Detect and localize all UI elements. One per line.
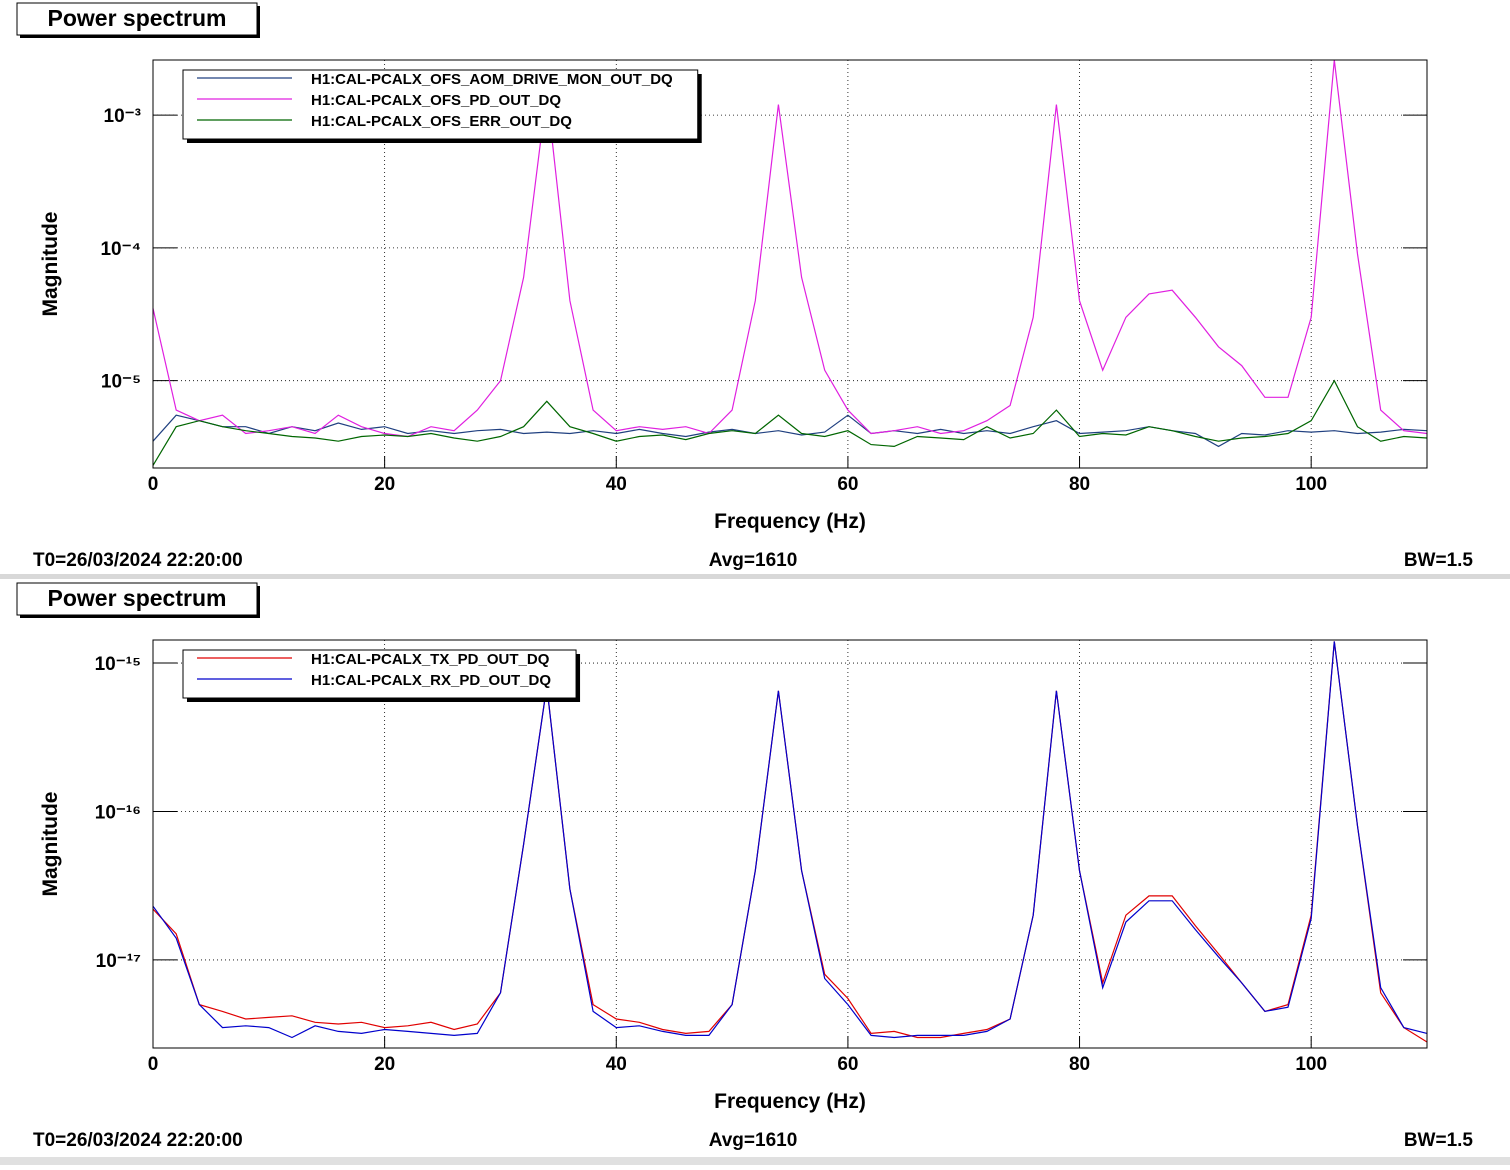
footer-center: Avg=1610 [709, 1130, 798, 1151]
series-line [152, 379, 1428, 466]
series-line [152, 59, 1428, 438]
series-line [152, 641, 1428, 1039]
x-tick-label: 100 [1295, 474, 1327, 495]
footer-left: T0=26/03/2024 22:20:00 [33, 1130, 243, 1151]
y-axis-label: Magnitude [39, 212, 62, 317]
legend-label: H1:CAL-PCALX_OFS_PD_OUT_DQ [311, 92, 561, 109]
x-tick-label: 40 [606, 474, 627, 495]
x-axis-label: Frequency (Hz) [714, 510, 866, 533]
panel-separator [0, 574, 1510, 579]
x-tick-label: 20 [374, 1054, 395, 1075]
legend-label: H1:CAL-PCALX_RX_PD_OUT_DQ [311, 672, 551, 689]
footer-right: BW=1.5 [1404, 1130, 1474, 1151]
footer-right: BW=1.5 [1404, 550, 1474, 571]
legend: H1:CAL-PCALX_OFS_AOM_DRIVE_MON_OUT_DQ H1:… [182, 69, 702, 143]
y-tick-label: 10⁻³ [104, 106, 142, 127]
y-axis-label: Magnitude [39, 792, 62, 897]
chart-title: Power spectrum [48, 5, 227, 31]
x-tick-label: 80 [1069, 474, 1090, 495]
x-tick-label: 100 [1295, 1054, 1327, 1075]
footer-left: T0=26/03/2024 22:20:00 [33, 550, 243, 571]
series-line [152, 414, 1428, 448]
x-tick-label: 0 [148, 1054, 159, 1075]
plot-border [152, 59, 1428, 469]
legend-label: H1:CAL-PCALX_TX_PD_OUT_DQ [311, 651, 550, 668]
x-tick-label: 0 [148, 474, 159, 495]
legend-box [182, 69, 699, 140]
legend: H1:CAL-PCALX_TX_PD_OUT_DQ H1:CAL-PCALX_RX… [182, 649, 581, 702]
chart-panel: Power spectrum 0 20 40 60 80 100 10⁻¹⁷ 10⁻¹⁶ 10⁻¹… [16, 582, 1474, 1151]
plot-border [152, 639, 1428, 1049]
plot-area [152, 639, 1428, 1049]
x-tick-label: 80 [1069, 1054, 1090, 1075]
status-bar [0, 1157, 1510, 1165]
chart-title: Power spectrum [48, 585, 227, 611]
legend-label: H1:CAL-PCALX_OFS_AOM_DRIVE_MON_OUT_DQ [311, 71, 673, 88]
x-tick-label: 60 [837, 1054, 858, 1075]
x-tick-label: 20 [374, 474, 395, 495]
y-tick-label: 10⁻¹⁷ [96, 951, 141, 972]
y-tick-label: 10⁻¹⁵ [95, 654, 141, 675]
title-box [16, 582, 258, 616]
title-box [16, 2, 258, 36]
chart-panel: Power spectrum 0 20 40 60 80 100 10⁻⁵ 10⁻⁴ 10⁻³ Fr… [16, 2, 1474, 571]
y-tick-label: 10⁻⁵ [101, 372, 141, 393]
footer-center: Avg=1610 [709, 550, 798, 571]
x-tick-label: 40 [606, 1054, 627, 1075]
y-tick-label: 10⁻¹⁶ [95, 802, 141, 823]
x-axis-label: Frequency (Hz) [714, 1090, 866, 1113]
x-tick-label: 60 [837, 474, 858, 495]
y-tick-label: 10⁻⁴ [100, 239, 141, 260]
legend-label: H1:CAL-PCALX_OFS_ERR_OUT_DQ [311, 113, 572, 130]
